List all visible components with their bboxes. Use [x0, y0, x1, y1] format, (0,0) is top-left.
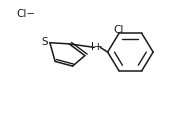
Text: Cl−: Cl−: [17, 9, 36, 19]
Text: Cl: Cl: [113, 25, 123, 35]
Text: S: S: [41, 37, 48, 47]
Text: I+: I+: [91, 42, 103, 52]
